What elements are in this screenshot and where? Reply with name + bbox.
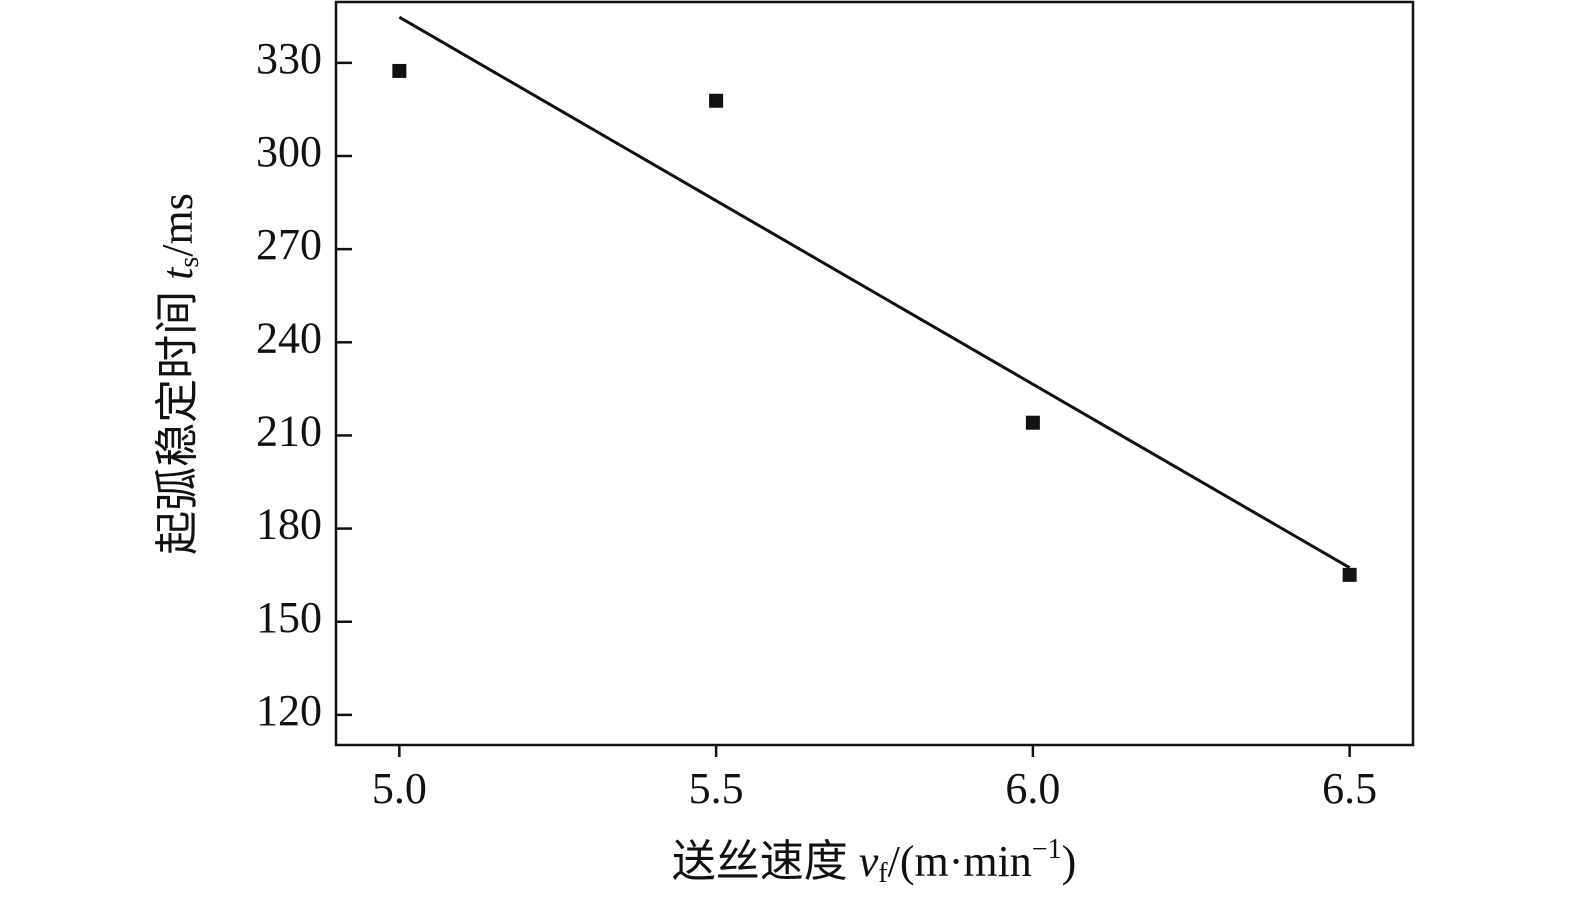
marker <box>1342 567 1357 582</box>
y-tick-label: 300 <box>256 127 322 176</box>
y-tick-label: 270 <box>256 220 322 269</box>
marker <box>392 63 407 78</box>
marker <box>1025 415 1040 430</box>
y-tick-label: 120 <box>256 686 322 735</box>
y-axis-label: 起弧稳定时间 ts/ms <box>153 193 205 555</box>
y-tick-label: 330 <box>256 34 322 83</box>
label-part: v <box>859 837 879 886</box>
label-part: 送丝速度 <box>672 837 859 886</box>
x-tick-label: 6.5 <box>1322 764 1377 813</box>
x-tick-label: 5.5 <box>689 764 744 813</box>
label-part: /ms <box>153 193 202 257</box>
x-tick-label: 5.0 <box>372 764 427 813</box>
x-tick-label: 6.0 <box>1005 764 1060 813</box>
label-part: −1 <box>1032 834 1062 865</box>
marker <box>709 93 724 108</box>
label-part: 起弧稳定时间 <box>153 280 202 555</box>
label-part: t <box>153 266 202 280</box>
y-tick-label: 240 <box>256 313 322 362</box>
y-tick-label: 210 <box>256 407 322 456</box>
y-tick-label: 150 <box>256 593 322 642</box>
y-tick-label: 180 <box>256 500 322 549</box>
plot-frame <box>334 0 1415 747</box>
label-part: f <box>878 858 888 889</box>
label-part: /(m·min <box>888 837 1032 886</box>
fit-line <box>398 15 1351 570</box>
label-part: s <box>174 257 205 268</box>
x-axis-label: 送丝速度 vf/(m·min−1) <box>672 834 1077 889</box>
label-part: ) <box>1062 837 1077 886</box>
